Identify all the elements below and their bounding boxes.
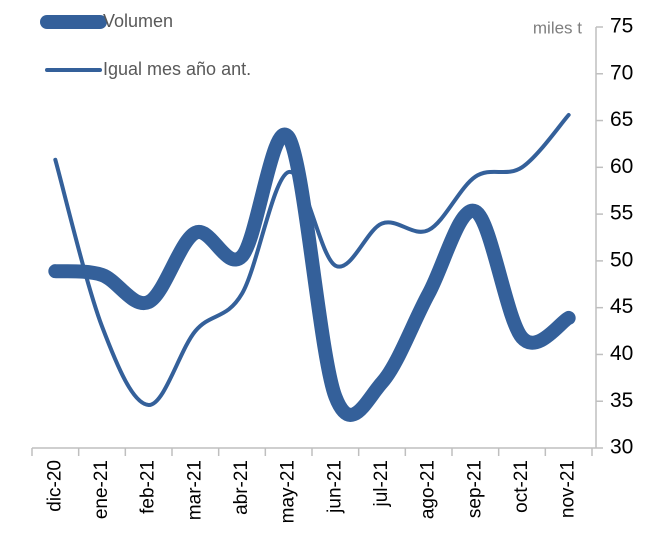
y-tick-label: 45 bbox=[610, 295, 633, 318]
y-tick-label: 65 bbox=[610, 108, 633, 131]
series-line bbox=[48, 127, 576, 422]
x-tick-label: may-21 bbox=[278, 460, 299, 523]
y-tick-label: 50 bbox=[610, 248, 633, 271]
x-tick-label: jun-21 bbox=[324, 460, 345, 514]
x-tick-label: abr-21 bbox=[231, 460, 252, 515]
x-tick-label: nov-21 bbox=[558, 460, 579, 518]
x-tick-label: sep-21 bbox=[464, 460, 485, 518]
x-tick-label: jul-21 bbox=[371, 460, 392, 507]
x-tick-label: oct-21 bbox=[511, 460, 532, 513]
x-tick-label: ago-21 bbox=[418, 460, 439, 519]
x-tick-label: ene-21 bbox=[91, 460, 112, 519]
y-axis-label: miles t bbox=[533, 18, 582, 37]
y-tick-label: 70 bbox=[610, 61, 633, 84]
x-tick-label: mar-21 bbox=[184, 460, 205, 520]
x-tick-label: feb-21 bbox=[138, 460, 159, 514]
series-line bbox=[53, 112, 571, 407]
legend-label: Igual mes año ant. bbox=[103, 59, 251, 79]
x-tick-label: dic-20 bbox=[44, 460, 65, 512]
legend-label: Volumen bbox=[103, 11, 173, 31]
y-tick-label: 40 bbox=[610, 342, 633, 365]
y-tick-label: 55 bbox=[610, 202, 633, 225]
y-tick-label: 30 bbox=[610, 436, 633, 459]
y-tick-label: 35 bbox=[610, 389, 633, 412]
y-tick-label: 75 bbox=[610, 15, 633, 38]
y-tick-label: 60 bbox=[610, 155, 633, 178]
